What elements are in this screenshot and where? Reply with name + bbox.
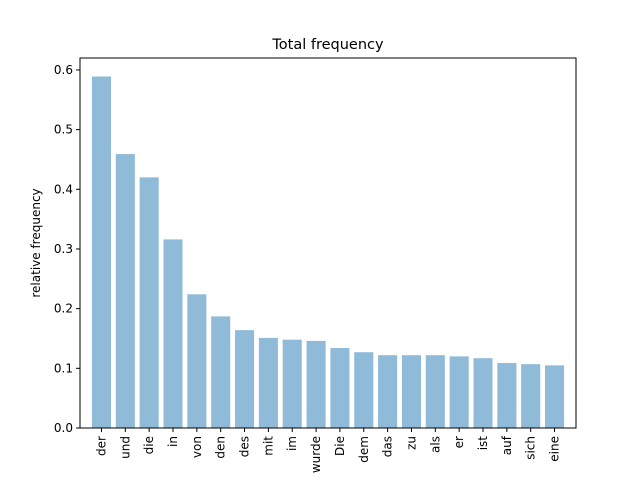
x-tick-label: den <box>214 436 228 459</box>
x-tick-label: des <box>238 436 252 457</box>
x-tick-label: der <box>94 436 108 456</box>
x-tick-label: auf <box>500 435 514 455</box>
y-axis-label: relative frequency <box>29 188 43 297</box>
x-tick-label: das <box>381 436 395 457</box>
x-tick-label: ist <box>476 436 490 451</box>
plot-frame <box>79 57 577 429</box>
x-tick-label: die <box>142 436 156 454</box>
x-tick-label: er <box>452 436 466 448</box>
x-tick-label: und <box>118 436 132 459</box>
bar-des <box>235 330 255 428</box>
x-tick-label: in <box>166 436 180 447</box>
x-tick-label: von <box>190 436 204 458</box>
bar-als <box>425 355 445 428</box>
x-tick-label: zu <box>404 436 418 450</box>
y-tick-label: 0.2 <box>54 302 73 316</box>
bar-den <box>211 316 231 428</box>
x-tick-label: dem <box>357 436 371 463</box>
y-tick-label: 0.4 <box>54 182 73 196</box>
bar-und <box>115 154 135 428</box>
x-tick-label: Die <box>333 436 347 456</box>
bar-eine <box>545 365 565 428</box>
y-axis: 0.0 0.1 0.2 0.3 0.4 0.5 0.6 <box>54 63 80 435</box>
bar-die <box>139 177 159 428</box>
y-tick-label: 0.0 <box>54 421 73 435</box>
bar-das <box>378 355 398 428</box>
y-tick-label: 0.3 <box>54 242 73 256</box>
bar-zu <box>401 355 421 428</box>
bar-ist <box>473 358 493 428</box>
bar-in <box>163 239 183 428</box>
bar-sich <box>521 364 541 428</box>
bar-auf <box>497 362 517 428</box>
bar-dem <box>354 352 374 428</box>
chart-title: Total frequency <box>271 37 384 53</box>
x-tick-label: mit <box>261 436 275 456</box>
bar-von <box>187 294 207 428</box>
y-tick-label: 0.1 <box>54 361 73 375</box>
bar-er <box>449 356 469 428</box>
bar-mit <box>258 337 278 428</box>
x-axis: der und die in von den des mit im wurde Die dem das z… <box>94 428 562 473</box>
bar-wurde <box>306 340 326 428</box>
x-tick-label: im <box>285 436 299 451</box>
bar-der <box>91 76 111 428</box>
y-tick-label: 0.6 <box>54 63 73 77</box>
bars-group <box>91 76 565 428</box>
bar-im <box>282 339 302 428</box>
y-tick-label: 0.5 <box>54 123 73 137</box>
x-tick-label: wurde <box>309 436 323 473</box>
x-tick-label: eine <box>548 436 562 462</box>
bar-Die <box>330 348 350 428</box>
x-tick-label: als <box>428 436 442 453</box>
x-tick-label: sich <box>524 436 538 460</box>
